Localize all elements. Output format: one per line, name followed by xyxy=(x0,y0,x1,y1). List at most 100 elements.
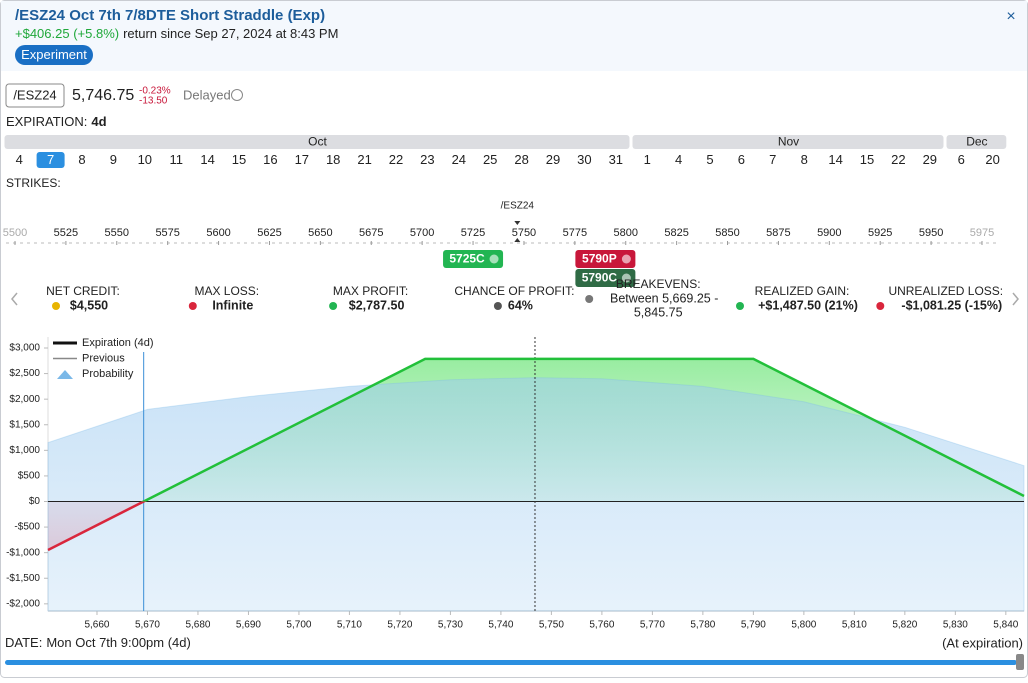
date[interactable]: 23 xyxy=(420,152,434,167)
month-bar xyxy=(632,135,944,149)
tag-icon xyxy=(621,273,631,283)
date[interactable]: 28 xyxy=(514,152,528,167)
strike-label[interactable]: 5900 xyxy=(817,227,841,239)
y-tick-label: $500 xyxy=(18,471,41,482)
date[interactable]: 25 xyxy=(483,152,497,167)
expiration-line xyxy=(47,357,1025,552)
strike-tag[interactable] xyxy=(443,250,504,268)
date[interactable]: 29 xyxy=(546,152,560,167)
date[interactable]: 22 xyxy=(891,152,905,167)
probability-area xyxy=(47,377,1025,612)
date[interactable]: 17 xyxy=(295,152,309,167)
strike-label[interactable]: 5750 xyxy=(512,227,536,239)
strike-label[interactable]: 5775 xyxy=(563,227,587,239)
date-slider[interactable] xyxy=(5,660,1017,665)
date[interactable]: 11 xyxy=(169,152,183,167)
date[interactable]: 4 xyxy=(675,152,682,167)
stat-icon xyxy=(52,302,60,310)
date[interactable]: 14 xyxy=(200,152,214,167)
y-tick-label: $2,000 xyxy=(9,394,40,405)
x-tick-label: 5,820 xyxy=(892,620,917,631)
strike-label[interactable]: 5700 xyxy=(410,227,434,239)
date[interactable]: 8 xyxy=(801,152,808,167)
date[interactable]: 5 xyxy=(706,152,713,167)
strike-label[interactable]: 5650 xyxy=(308,227,332,239)
date[interactable]: 1 xyxy=(644,152,651,167)
stat-label: NET CREDIT: xyxy=(46,284,120,298)
x-tick-label: 5,710 xyxy=(337,620,362,631)
y-tick-label: $2,500 xyxy=(9,368,40,379)
strike-tag-label: 5725C xyxy=(449,252,485,266)
x-tick-label: 5,660 xyxy=(84,620,109,631)
date[interactable]: 15 xyxy=(860,152,874,167)
strike-label[interactable]: 5625 xyxy=(257,227,281,239)
strike-label[interactable]: 5850 xyxy=(715,227,739,239)
date[interactable]: 7 xyxy=(47,152,54,167)
date[interactable]: 31 xyxy=(609,152,623,167)
date[interactable]: 14 xyxy=(828,152,842,167)
strike-label[interactable]: 5575 xyxy=(155,227,179,239)
stat-value: 64% xyxy=(508,298,533,312)
strike-label[interactable]: 5500 xyxy=(3,227,27,239)
symbol-box[interactable] xyxy=(5,83,65,108)
date[interactable]: 7 xyxy=(769,152,776,167)
month-label: Nov xyxy=(778,135,799,149)
legend-label: Expiration (4d) xyxy=(82,337,154,349)
tag-icon xyxy=(621,254,631,264)
strike-label[interactable]: 5525 xyxy=(54,227,78,239)
date[interactable]: 15 xyxy=(232,152,246,167)
x-tick-label: 5,730 xyxy=(438,620,463,631)
date[interactable]: 6 xyxy=(738,152,745,167)
x-tick-label: 5,680 xyxy=(185,620,210,631)
strike-tag[interactable] xyxy=(575,250,636,268)
x-tick-label: 5,690 xyxy=(236,620,261,631)
strike-label[interactable]: 5725 xyxy=(461,227,485,239)
x-tick-label: 5,840 xyxy=(993,620,1018,631)
change-pct: -0.23% xyxy=(139,86,171,97)
date[interactable]: 4 xyxy=(16,152,23,167)
date[interactable]: 20 xyxy=(985,152,999,167)
strike-label[interactable]: 5675 xyxy=(359,227,383,239)
selected-date xyxy=(36,152,65,168)
help-icon[interactable] xyxy=(231,89,243,101)
date[interactable]: 29 xyxy=(923,152,937,167)
stat-value: Between 5,669.25 - xyxy=(610,291,718,305)
y-tick-label: $3,000 xyxy=(9,343,40,354)
header-bg xyxy=(1,1,1027,71)
expiration-line: EXPIRATION: 4d xyxy=(6,114,107,129)
stat-value: 5,845.75 xyxy=(634,305,683,319)
strikes-label: STRIKES: xyxy=(6,176,61,190)
strike-label[interactable]: 5875 xyxy=(766,227,790,239)
strike-label[interactable]: 5925 xyxy=(868,227,892,239)
close-button[interactable]: × xyxy=(1006,8,1015,25)
date[interactable]: 8 xyxy=(78,152,85,167)
date[interactable]: 6 xyxy=(958,152,965,167)
strike-label[interactable]: 5550 xyxy=(105,227,129,239)
slider-handle[interactable] xyxy=(1016,654,1024,670)
date[interactable]: 9 xyxy=(110,152,117,167)
month-bar xyxy=(946,135,1007,149)
date[interactable]: 10 xyxy=(138,152,152,167)
expiration-label: EXPIRATION: xyxy=(6,114,87,129)
legend-label: Previous xyxy=(82,352,125,364)
strike-label[interactable]: 5825 xyxy=(664,227,688,239)
prev-stats[interactable] xyxy=(11,292,18,306)
date[interactable]: 18 xyxy=(326,152,340,167)
date[interactable]: 30 xyxy=(577,152,591,167)
strike-label[interactable]: 5800 xyxy=(613,227,637,239)
strike-label[interactable]: 5975 xyxy=(970,227,994,239)
date[interactable]: 24 xyxy=(452,152,466,167)
x-tick-label: 5,670 xyxy=(135,620,160,631)
date[interactable]: 16 xyxy=(263,152,277,167)
x-tick-label: 5,830 xyxy=(943,620,968,631)
strike-label[interactable]: 5950 xyxy=(919,227,943,239)
date[interactable]: 21 xyxy=(357,152,371,167)
strike-label[interactable]: 5600 xyxy=(206,227,230,239)
strike-tag[interactable] xyxy=(575,269,636,287)
stat-label: MAX LOSS: xyxy=(194,284,259,298)
next-stats[interactable] xyxy=(1012,292,1019,306)
date[interactable]: 22 xyxy=(389,152,403,167)
